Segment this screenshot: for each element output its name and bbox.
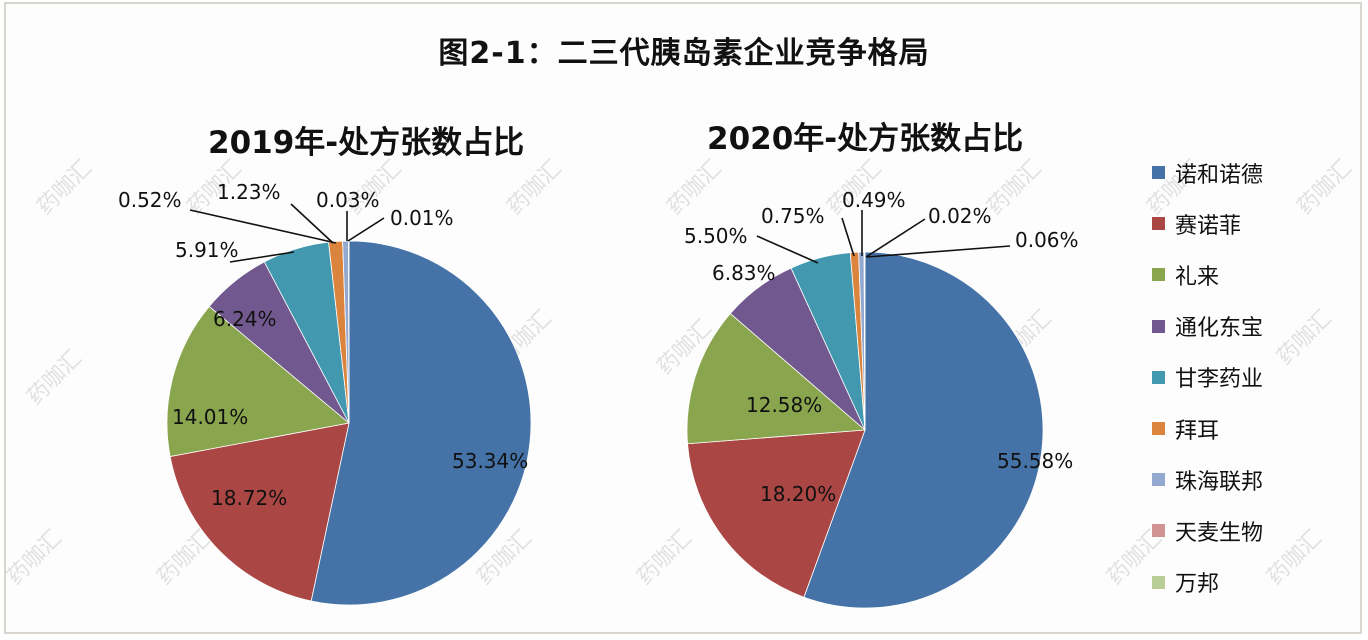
pie-slice <box>166 305 350 457</box>
pie-slice <box>803 251 1044 609</box>
legend-swatch <box>1152 166 1165 180</box>
leader-line <box>841 217 855 257</box>
legend-swatch <box>1152 422 1165 436</box>
slice-value-label: 1.23% <box>217 180 281 204</box>
slice-value-label: 0.75% <box>761 204 825 228</box>
slice-value-label: 6.24% <box>213 307 277 331</box>
legend-item-lilly: 礼来 <box>1152 249 1263 300</box>
pie-2020: 55.58% 18.20% 12.58% 6.83% 5.50% 0.75% 0.49% 0.… <box>684 188 1079 609</box>
legend-label: 甘李药业 <box>1175 367 1264 393</box>
leader-line <box>347 217 385 242</box>
slice-value-label: 14.01% <box>172 405 248 429</box>
legend-swatch <box>1152 524 1165 538</box>
pie-slice <box>863 251 866 431</box>
slice-value-label: 12.58% <box>746 393 822 417</box>
slice-value-label: 5.91% <box>175 238 239 262</box>
leader-line <box>865 218 926 258</box>
pie-slice <box>687 429 866 598</box>
slice-value-label: 18.20% <box>760 482 836 506</box>
slice-value-label: 55.58% <box>997 449 1073 473</box>
leader-line <box>866 245 1011 258</box>
legend-item-gan-lee: 甘李药业 <box>1152 352 1263 403</box>
pie-2019-title: 2019年-处方张数占比 <box>208 125 525 161</box>
slice-value-label: 5.50% <box>684 224 748 248</box>
legend-item-bayer: 拜耳 <box>1152 403 1263 454</box>
legend-item-sanofi: 赛诺菲 <box>1152 198 1263 249</box>
legend-label: 诺和诺德 <box>1175 162 1264 188</box>
legend-swatch <box>1152 473 1165 487</box>
slice-value-label: 0.06% <box>1015 228 1079 252</box>
pie-slice <box>310 240 532 606</box>
legend-swatch <box>1152 370 1165 384</box>
legend-item-tonghua-dongbao: 通化东宝 <box>1152 301 1263 352</box>
legend-swatch <box>1152 575 1165 589</box>
legend-swatch <box>1152 217 1165 231</box>
leader-line <box>756 235 819 264</box>
slice-value-label: 0.02% <box>928 204 992 228</box>
leader-line <box>189 209 337 244</box>
legend-label: 万邦 <box>1175 572 1220 598</box>
slice-value-label: 53.34% <box>452 449 528 473</box>
slice-value-label: 18.72% <box>211 486 287 510</box>
slice-value-label: 0.03% <box>316 188 380 212</box>
legend-label: 天麦生物 <box>1175 520 1264 546</box>
legend-swatch <box>1152 319 1165 333</box>
legend-item-united-lab: 珠海联邦 <box>1152 454 1263 505</box>
leader-line <box>290 203 334 244</box>
pie-slice <box>169 422 350 602</box>
slice-value-label: 0.52% <box>118 188 182 212</box>
legend-label: 通化东宝 <box>1175 316 1264 342</box>
legend-label: 赛诺菲 <box>1175 213 1242 239</box>
main-title: 图2-1：二三代胰岛素企业竞争格局 <box>438 36 930 71</box>
legend-label: 拜耳 <box>1175 418 1220 444</box>
legend-label: 礼来 <box>1175 264 1220 290</box>
pie-2019: 53.34% 18.72% 14.01% 6.24% 5.91% 1.23% 0.52% 0.… <box>118 180 532 606</box>
slice-value-label: 0.49% <box>842 188 906 212</box>
legend-item-wanbang: 万邦 <box>1152 557 1263 608</box>
legend: 诺和诺德 赛诺菲 礼来 通化东宝 甘李药业 拜耳 珠海联邦 天麦生物 万邦 <box>1152 147 1263 608</box>
slice-value-label: 6.83% <box>712 261 776 285</box>
slice-value-label: 0.01% <box>390 206 454 230</box>
legend-label: 珠海联邦 <box>1175 469 1264 495</box>
pie-slice <box>686 312 866 445</box>
legend-swatch <box>1152 268 1165 282</box>
legend-item-tonkmed: 天麦生物 <box>1152 505 1263 556</box>
pie-2020-title: 2020年-处方张数占比 <box>707 121 1024 157</box>
legend-item-novo-nordisk: 诺和诺德 <box>1152 147 1263 198</box>
leader-line <box>229 251 295 263</box>
